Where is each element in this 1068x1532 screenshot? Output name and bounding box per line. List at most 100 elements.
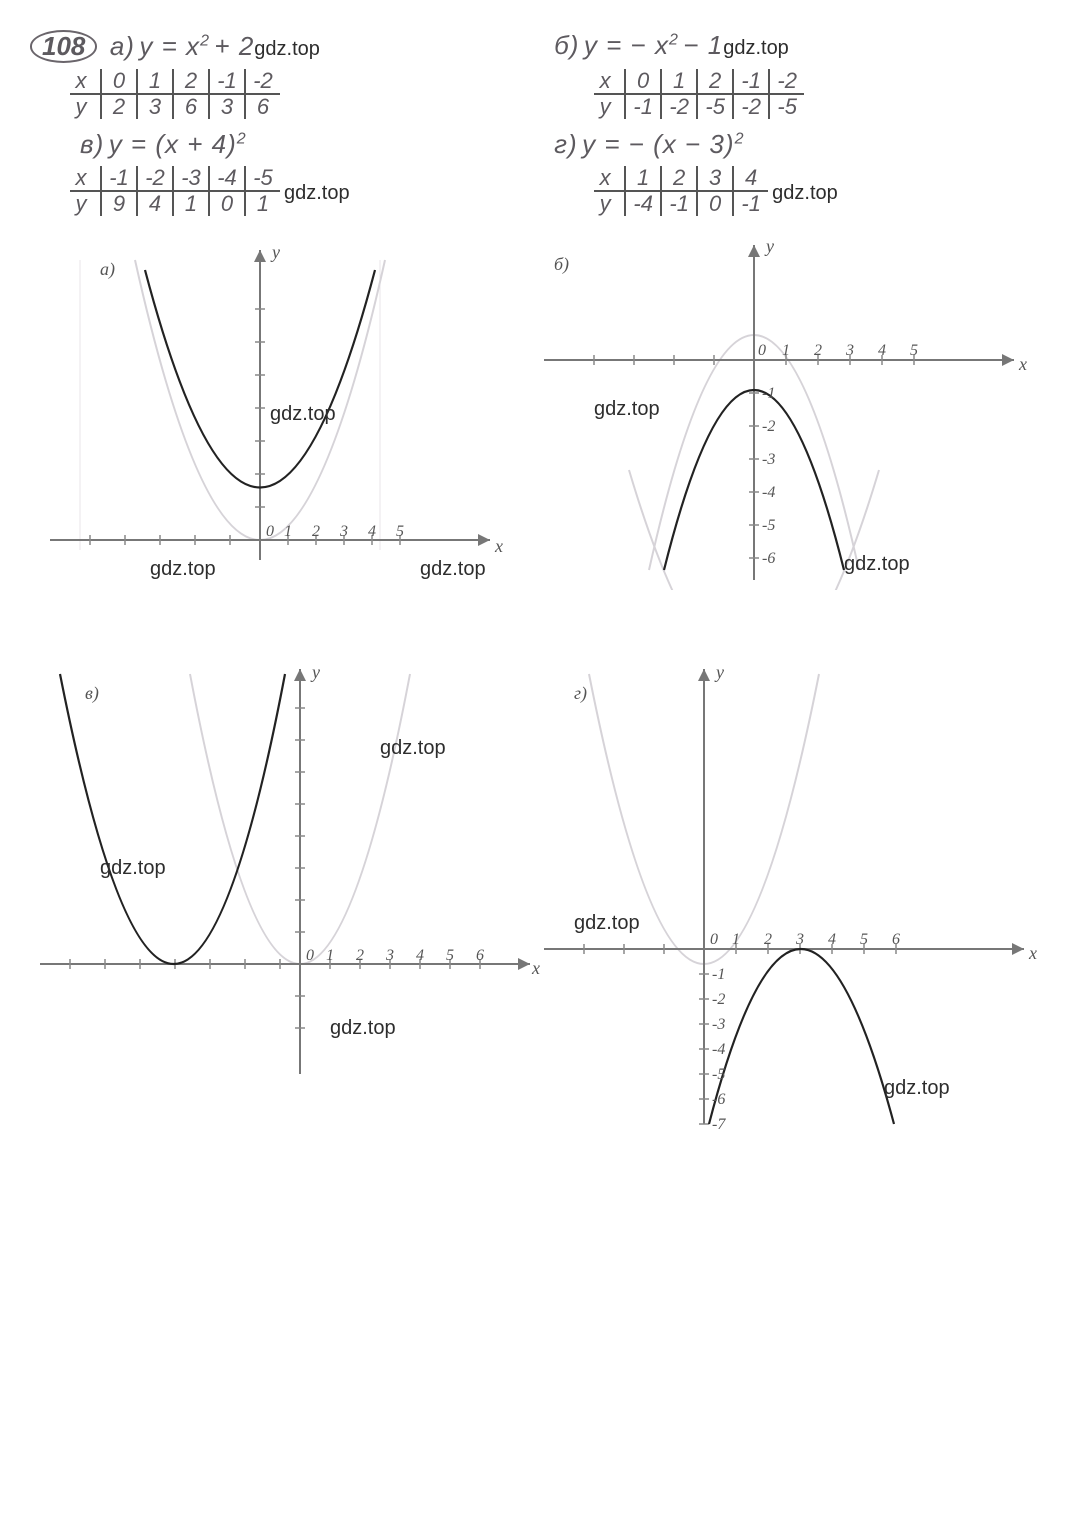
table-b-ylabel: y: [594, 94, 625, 119]
table-a-ylabel: y: [70, 94, 101, 119]
formula-v-exp: 2: [237, 130, 247, 147]
svg-text:-6: -6: [762, 550, 775, 567]
svg-text:4: 4: [416, 947, 424, 964]
watermark: gdz.top: [380, 737, 446, 759]
svg-text:6: 6: [892, 931, 900, 948]
svg-text:0: 0: [306, 947, 314, 964]
svg-text:6: 6: [476, 947, 484, 964]
graph-letter-g: г): [574, 683, 587, 704]
x-axis-label: x: [494, 536, 503, 556]
svg-text:-4: -4: [712, 1041, 725, 1058]
watermark: gdz.top: [284, 182, 350, 205]
watermark: gdz.top: [844, 553, 910, 575]
svg-text:-5: -5: [712, 1066, 725, 1083]
watermark: gdz.top: [594, 398, 660, 420]
svg-text:5: 5: [910, 342, 918, 359]
svg-text:x: x: [1028, 943, 1037, 963]
svg-text:1: 1: [732, 931, 740, 948]
table-g-ylabel: y: [594, 191, 625, 216]
table-g: x 1 2 3 4 y -4 -1 0 -1: [594, 166, 768, 216]
formula-g-exp: 2: [735, 130, 745, 147]
table-v: x -1 -2 -3 -4 -5 y 9 4 1 0 1: [70, 166, 280, 216]
table-row-1: x 0 1 2 -1 -2 y 2 3 6 3 6: [30, 63, 1038, 129]
svg-text:y: y: [764, 236, 774, 256]
table-row-2: x -1 -2 -3 -4 -5 y 9 4 1 0 1: [30, 160, 1038, 226]
formula-row-1: 108 а) y = x2 + 2gdz.top б) y = − x2 − 1…: [30, 30, 1038, 63]
graph-row-1: y x 0 1 2 3 4 5 а) gdz.top gdz.top gdz.t…: [30, 230, 1038, 590]
watermark: gdz.top: [574, 912, 640, 934]
svg-text:3: 3: [339, 523, 348, 540]
table-v-xlabel: x: [70, 166, 101, 191]
table-a-xlabel: x: [70, 69, 101, 94]
svg-text:-3: -3: [762, 451, 775, 468]
svg-text:0: 0: [266, 523, 274, 540]
svg-text:3: 3: [845, 342, 854, 359]
page: 108 а) y = x2 + 2gdz.top б) y = − x2 − 1…: [0, 0, 1068, 1532]
label-a: а): [110, 31, 135, 61]
svg-text:2: 2: [356, 947, 364, 964]
svg-text:-1: -1: [762, 385, 775, 402]
label-b: б): [554, 30, 579, 60]
svg-text:5: 5: [860, 931, 868, 948]
label-v: в): [80, 129, 104, 159]
formula-a-suffix: + 2: [214, 31, 254, 61]
problem-number: 108: [30, 30, 97, 63]
svg-text:3: 3: [385, 947, 394, 964]
svg-text:-4: -4: [762, 484, 775, 501]
svg-text:-6: -6: [712, 1091, 725, 1108]
svg-text:1: 1: [326, 947, 334, 964]
formula-b-suffix: − 1: [683, 30, 723, 60]
watermark: gdz.top: [884, 1077, 950, 1099]
svg-text:2: 2: [764, 931, 772, 948]
graph-v: y x 0 1 2 3 4 5 6 в) gdz.top gdz.top gdz…: [30, 654, 534, 1134]
svg-text:4: 4: [828, 931, 836, 948]
svg-text:-2: -2: [762, 418, 775, 435]
svg-text:1: 1: [284, 523, 292, 540]
part-a: 108 а) y = x2 + 2gdz.top: [30, 30, 514, 63]
part-b: б) y = − x2 − 1gdz.top: [554, 30, 1038, 63]
formula-v-prefix: y = (x + 4): [109, 129, 237, 159]
watermark: gdz.top: [270, 403, 336, 425]
svg-text:2: 2: [312, 523, 320, 540]
watermark: gdz.top: [100, 857, 166, 879]
svg-text:3: 3: [795, 931, 804, 948]
svg-text:-5: -5: [762, 517, 775, 534]
graph-a: y x 0 1 2 3 4 5 а) gdz.top gdz.top gdz.t…: [30, 230, 534, 590]
graph-g: y x 0 1 2 3 4 5 6 -1 -2 -3 -4 -5 -6 -7 г…: [534, 654, 1038, 1134]
graph-letter-b: б): [554, 254, 569, 275]
svg-text:4: 4: [368, 523, 376, 540]
table-v-ylabel: y: [70, 191, 101, 216]
svg-text:-3: -3: [712, 1016, 725, 1033]
svg-text:-1: -1: [712, 966, 725, 983]
svg-text:5: 5: [446, 947, 454, 964]
svg-text:4: 4: [878, 342, 886, 359]
watermark: gdz.top: [330, 1017, 396, 1039]
table-b-xlabel: x: [594, 69, 625, 94]
table-a: x 0 1 2 -1 -2 y 2 3 6 3 6: [70, 69, 280, 119]
svg-text:1: 1: [782, 342, 790, 359]
svg-text:2: 2: [814, 342, 822, 359]
formula-g-prefix: y = − (x − 3): [582, 129, 734, 159]
svg-text:-7: -7: [712, 1116, 726, 1133]
svg-text:5: 5: [396, 523, 404, 540]
formula-row-2: в) y = (x + 4)2 г) y = − (x − 3)2: [30, 129, 1038, 160]
y-axis-label: y: [270, 242, 280, 262]
graph-b: y x 0 1 2 3 4 5 -1 -2 -3 -4 -5 -6 б) gdz…: [534, 230, 1038, 590]
svg-text:x: x: [1018, 354, 1027, 374]
svg-text:0: 0: [710, 931, 718, 948]
watermark: gdz.top: [723, 37, 789, 59]
graph-row-2: y x 0 1 2 3 4 5 6 в) gdz.top gdz.top gdz…: [30, 654, 1038, 1134]
label-g: г): [554, 129, 577, 159]
formula-b-exp: 2: [669, 31, 679, 48]
svg-text:y: y: [310, 662, 320, 682]
formula-b-prefix: y = − x: [584, 30, 669, 60]
watermark: gdz.top: [420, 558, 486, 580]
svg-text:-2: -2: [712, 991, 725, 1008]
graph-letter-v: в): [85, 683, 99, 704]
table-b: x 0 1 2 -1 -2 y -1 -2 -5 -2 -5: [594, 69, 804, 119]
formula-a-prefix: y = x: [139, 31, 200, 61]
svg-text:0: 0: [758, 342, 766, 359]
table-g-xlabel: x: [594, 166, 625, 191]
formula-a-exp: 2: [200, 32, 210, 49]
svg-text:y: y: [714, 662, 724, 682]
